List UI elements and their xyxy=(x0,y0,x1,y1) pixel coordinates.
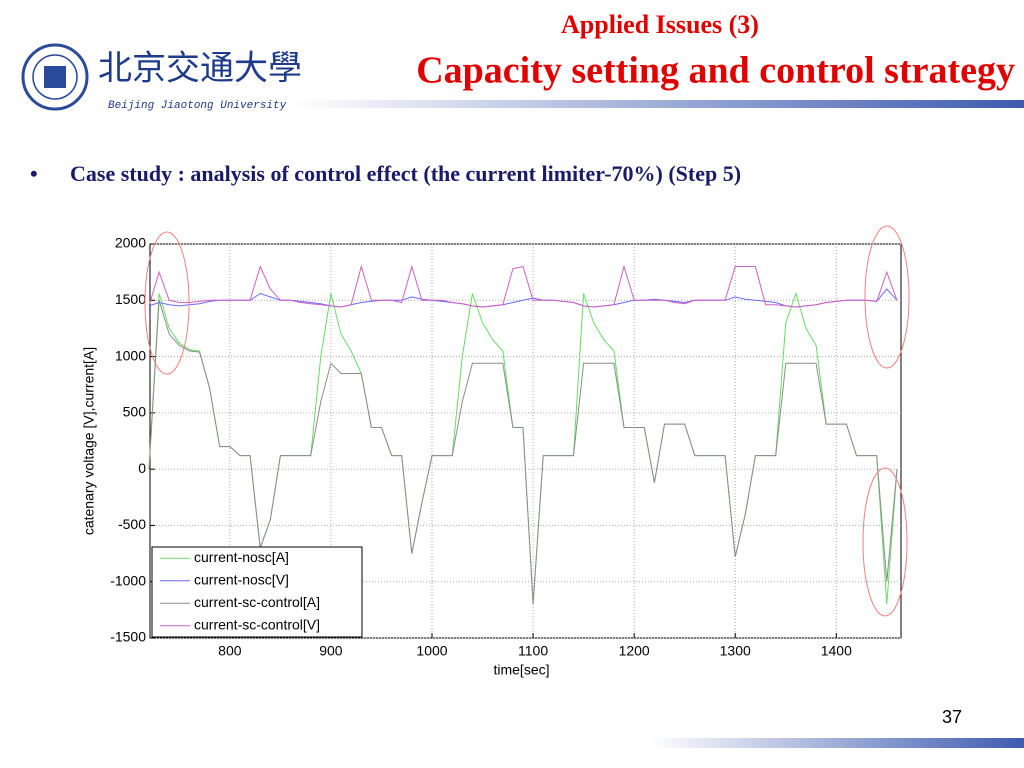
y-tick-label: -1500 xyxy=(110,629,146,645)
section-title: Applied Issues (3) xyxy=(561,10,759,39)
x-tick-label: 1400 xyxy=(821,643,852,659)
y-tick-label: 500 xyxy=(123,404,147,420)
highlight-ellipse xyxy=(144,231,190,375)
y-tick-label: -500 xyxy=(118,516,146,532)
highlight-ellipse xyxy=(862,467,908,617)
y-tick-label: 1000 xyxy=(115,347,146,363)
slide-title: Capacity setting and control strategy xyxy=(416,50,1015,92)
university-cn: 北京交通大學 xyxy=(98,49,302,89)
series-line xyxy=(148,300,898,605)
x-tick-label: 1000 xyxy=(416,643,447,659)
page-number: 37 xyxy=(942,707,962,727)
x-tick-label: 1200 xyxy=(619,643,650,659)
legend-label: current-nosc[V] xyxy=(194,571,289,587)
x-tick-label: 1100 xyxy=(518,643,548,659)
highlight-ellipse xyxy=(864,225,910,369)
logo xyxy=(21,43,89,111)
legend-label: current-sc-control[V] xyxy=(194,616,320,632)
x-tick-label: 1300 xyxy=(720,643,751,659)
x-tick-label: 800 xyxy=(218,643,242,659)
y-tick-label: -1000 xyxy=(110,572,146,588)
x-tick-label: 900 xyxy=(319,643,343,659)
chart: -1500 -1000 -500 0 500 1000 1500 2000 800 900 1000… xyxy=(81,235,902,678)
y-axis-label: catenary voltage [V],current[A] xyxy=(81,347,97,535)
x-axis-label: time[sec] xyxy=(493,662,549,678)
annotations xyxy=(144,225,910,617)
footer-bar xyxy=(650,738,1024,748)
y-tick-label: 2000 xyxy=(115,235,146,251)
legend-box xyxy=(151,546,363,638)
header-bar xyxy=(295,100,1024,108)
bullet-dot: • xyxy=(30,161,38,186)
university-en: Beijing Jiaotong University xyxy=(108,100,287,112)
series-line xyxy=(148,288,898,308)
legend-label: current-sc-control[A] xyxy=(194,594,320,610)
y-tick-label: 1500 xyxy=(115,291,146,307)
y-tick-label: 0 xyxy=(138,460,146,476)
bullet-text: Case study : analysis of control effect … xyxy=(70,161,741,186)
series-line xyxy=(148,264,898,308)
legend-label: current-nosc[A] xyxy=(194,549,289,565)
